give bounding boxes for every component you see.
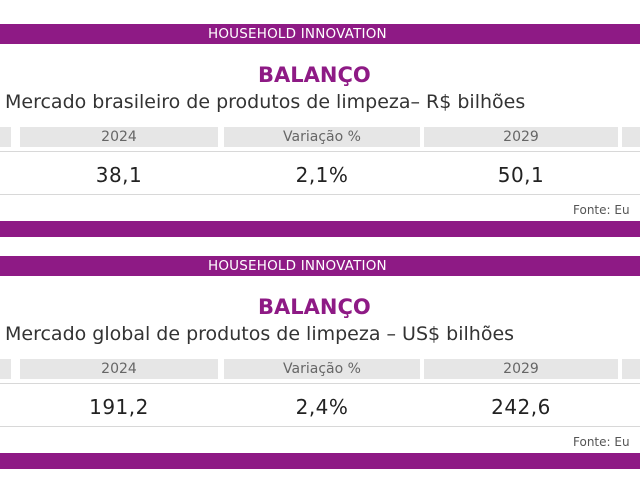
table-divider (0, 194, 640, 195)
bottom-band (0, 453, 640, 469)
table-divider (0, 426, 640, 427)
panel-subtitle: Mercado brasileiro de produtos de limpez… (0, 89, 640, 115)
value-cell-variation: 2,4% (295, 395, 349, 419)
table-header-row: 2024 Variação % 2029 (0, 359, 640, 379)
section-band: HOUSEHOLD INNOVATION (0, 256, 640, 276)
table-divider (0, 383, 640, 384)
header-cell-2024: 2024 (20, 359, 218, 379)
section-band-label: HOUSEHOLD INNOVATION (208, 258, 387, 274)
table-value-row: 38,1 2,1% 50,1 (0, 161, 640, 189)
header-cell-2024: 2024 (20, 127, 218, 147)
value-cell-2029: 242,6 (491, 395, 551, 419)
header-cell-2029: 2029 (424, 359, 618, 379)
section-band: HOUSEHOLD INNOVATION (0, 24, 640, 44)
header-cell-edge-right (622, 359, 640, 379)
balance-panel-brazil: HOUSEHOLD INNOVATION BALANÇO Mercado bra… (0, 24, 640, 237)
panel-subtitle: Mercado global de produtos de limpeza – … (0, 321, 640, 347)
header-cell-edge-left (0, 127, 11, 147)
panel-subtitle-text: Mercado brasileiro de produtos de limpez… (5, 91, 526, 113)
table-value-row: 191,2 2,4% 242,6 (0, 393, 640, 421)
header-cell-edge-right (622, 127, 640, 147)
source-note: Fonte: Eu (573, 203, 630, 217)
value-cell-2024: 38,1 (95, 163, 143, 187)
table-divider (0, 151, 640, 152)
panel-subtitle-text: Mercado global de produtos de limpeza – … (5, 323, 515, 345)
header-cell-2029: 2029 (424, 127, 618, 147)
panel-title-text: BALANÇO (258, 295, 371, 319)
value-cell-2024: 191,2 (89, 395, 149, 419)
bottom-band (0, 221, 640, 237)
header-cell-variation: Variação % (224, 127, 420, 147)
value-cell-2029: 50,1 (497, 163, 545, 187)
panel-title-text: BALANÇO (258, 63, 371, 87)
header-cell-edge-left (0, 359, 11, 379)
section-band-label: HOUSEHOLD INNOVATION (208, 26, 387, 42)
balance-panel-global: HOUSEHOLD INNOVATION BALANÇO Mercado glo… (0, 256, 640, 469)
header-cell-variation: Variação % (224, 359, 420, 379)
source-note: Fonte: Eu (573, 435, 630, 449)
table-header-row: 2024 Variação % 2029 (0, 127, 640, 147)
value-cell-variation: 2,1% (295, 163, 349, 187)
